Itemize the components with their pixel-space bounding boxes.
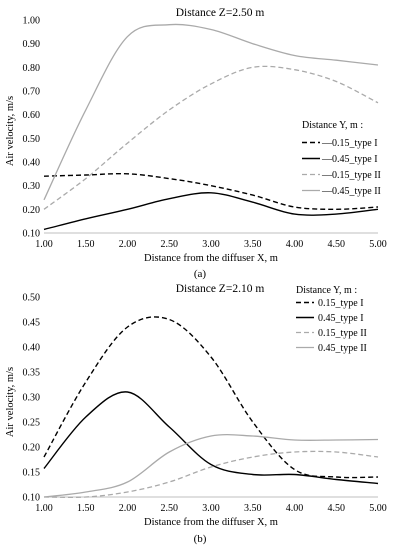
x-tick-label: 2.00 xyxy=(119,239,137,250)
x-tick-label: 4.50 xyxy=(328,239,346,250)
chart-b: Distance Z=2.10 m Air velocity, m/s 1.00… xyxy=(5,283,387,545)
chart-a-ylabel: Air velocity, m/s xyxy=(5,96,16,166)
chart-a-panel-label: (a) xyxy=(194,268,207,280)
y-tick-label: 0.45 xyxy=(23,318,41,329)
y-tick-label: 0.35 xyxy=(23,368,41,379)
chart-a-title: Distance Z=2.50 m xyxy=(176,7,265,19)
chart-b-legend-items: 0.15_type I 0.45_type I 0.15_type II 0.45_t… xyxy=(296,298,367,354)
y-tick-label: 0.70 xyxy=(23,87,41,98)
chart-b-xlabel: Distance from the diffuser X, m xyxy=(144,517,278,528)
legend-label-1: 0.15_type I xyxy=(318,298,364,309)
y-tick-label: 0.80 xyxy=(23,63,41,74)
y-tick-label: 0.40 xyxy=(23,343,41,354)
legend-label-2: 0.45_type I xyxy=(318,313,364,324)
x-tick-label: 5.00 xyxy=(369,503,387,514)
y-tick-label: 0.30 xyxy=(23,181,41,192)
series-line-2 xyxy=(43,192,379,231)
chart-b-panel-label: (b) xyxy=(194,533,207,545)
chart-b-legend-title: Distance Y, m : xyxy=(296,285,357,296)
legend-label-4: 0.45_type II xyxy=(318,343,367,354)
x-tick-label: 4.00 xyxy=(286,239,304,250)
y-tick-label: 0.25 xyxy=(23,418,41,429)
series-line-1 xyxy=(43,316,379,479)
y-tick-label: 0.10 xyxy=(23,229,41,240)
chart-a-y-ticks: 0.10 0.20 0.30 0.40 0.50 0.60 0.70 0.80 0.90 1.00 xyxy=(23,16,41,240)
y-tick-label: 0.50 xyxy=(23,134,41,145)
legend-label-1: —0.15_type I xyxy=(321,138,378,149)
x-tick-label: 1.00 xyxy=(35,503,53,514)
chart-a-legend-items: —0.15_type I —0.45_type I —0.15_type II —0.… xyxy=(302,138,381,197)
y-tick-label: 0.20 xyxy=(23,443,41,454)
x-tick-label: 4.50 xyxy=(328,503,346,514)
chart-a: Distance Z=2.50 m Air velocity, m/s 1.00… xyxy=(5,7,387,280)
y-tick-label: 0.10 xyxy=(23,493,41,504)
series-line-4 xyxy=(43,433,379,498)
y-tick-label: 0.60 xyxy=(23,110,41,121)
x-tick-label: 2.50 xyxy=(161,503,179,514)
y-tick-label: 0.20 xyxy=(23,205,41,216)
y-tick-label: 0.90 xyxy=(23,39,41,50)
chart-b-series xyxy=(43,316,379,499)
series-line-3 xyxy=(43,450,379,499)
legend-label-3: —0.15_type II xyxy=(321,170,381,181)
legend-label-2: —0.45_type I xyxy=(321,154,378,165)
x-tick-label: 4.00 xyxy=(286,503,304,514)
y-tick-label: 0.15 xyxy=(23,468,41,479)
legend-label-3: 0.15_type II xyxy=(318,328,367,339)
chart-a-x-ticks: 1.00 1.50 2.00 2.50 3.00 3.50 4.00 4.50 5.00 xyxy=(35,239,387,250)
chart-b-x-ticks: 1.00 1.50 2.00 2.50 3.00 3.50 4.00 4.50 5.00 xyxy=(35,503,387,514)
x-tick-label: 3.00 xyxy=(202,239,220,250)
x-tick-label: 2.50 xyxy=(161,239,179,250)
legend-label-4: —0.45_type II xyxy=(321,186,381,197)
x-tick-label: 1.50 xyxy=(77,503,95,514)
chart-a-legend: Distance Y, m : —0.15_type I —0.45_type I… xyxy=(302,120,381,197)
chart-b-ylabel: Air velocity, m/s xyxy=(5,367,16,437)
x-tick-label: 2.00 xyxy=(119,503,137,514)
chart-b-legend: Distance Y, m : 0.15_type I0.45_type I0.… xyxy=(296,285,367,354)
y-tick-label: 0.40 xyxy=(23,158,41,169)
y-tick-label: 1.00 xyxy=(23,16,41,27)
x-tick-label: 3.50 xyxy=(244,503,262,514)
x-tick-label: 1.00 xyxy=(35,239,53,250)
series-line-4 xyxy=(43,23,379,201)
series-line-3 xyxy=(43,65,379,210)
chart-a-xlabel: Distance from the diffuser X, m xyxy=(144,253,278,264)
series-line-2 xyxy=(43,391,379,485)
x-tick-label: 3.50 xyxy=(244,239,262,250)
chart-a-legend-title: Distance Y, m : xyxy=(302,120,363,131)
series-line-1 xyxy=(43,172,379,211)
y-tick-label: 0.30 xyxy=(23,393,41,404)
x-tick-label: 5.00 xyxy=(369,239,387,250)
y-tick-label: 0.50 xyxy=(23,293,41,304)
chart-a-series xyxy=(43,23,379,231)
x-tick-label: 1.50 xyxy=(77,239,95,250)
chart-b-y-ticks: 0.10 0.15 0.20 0.25 0.30 0.35 0.40 0.45 0.50 xyxy=(23,293,41,504)
x-tick-label: 3.00 xyxy=(202,503,220,514)
chart-b-title: Distance Z=2.10 m xyxy=(176,283,265,295)
